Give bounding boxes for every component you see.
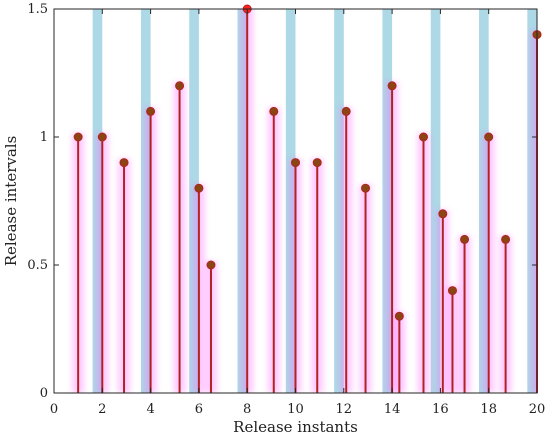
x-tick-label: 0 [50, 402, 58, 417]
y-tick-label: 0 [40, 386, 48, 401]
stem-marker [484, 132, 494, 142]
stem-marker [394, 311, 404, 321]
y-axis-ticks: 0 0.5 1 1.5 [27, 2, 537, 401]
x-tick-label: 4 [146, 402, 154, 417]
stem-glow [531, 30, 537, 393]
x-tick-label: 16 [432, 402, 449, 417]
stem-marker [175, 81, 185, 91]
stem-marker [269, 106, 279, 116]
stem-marker [501, 234, 511, 244]
shaded-band [430, 9, 441, 393]
x-axis-ticks: 0 2 4 6 8 10 12 14 16 18 20 [50, 9, 545, 417]
stem-marker [194, 183, 204, 193]
stem-marker [361, 183, 371, 193]
y-tick-label: 0.5 [27, 258, 48, 273]
y-tick-label: 1.5 [27, 2, 48, 17]
stem-marker [460, 234, 470, 244]
x-tick-label: 6 [195, 402, 203, 417]
stem-marker [97, 132, 107, 142]
x-tick-label: 12 [336, 402, 353, 417]
x-tick-label: 18 [480, 402, 497, 417]
shaded-band [334, 9, 344, 393]
markers-layer [73, 4, 542, 321]
stem-marker [146, 106, 156, 116]
stem-marker [73, 132, 83, 142]
x-tick-label: 2 [98, 402, 106, 417]
x-tick-label: 20 [529, 402, 546, 417]
stem-marker [312, 158, 322, 168]
stem-marker [341, 106, 351, 116]
stem-marker [447, 286, 457, 296]
glow-layer [72, 9, 537, 393]
stem-marker [119, 158, 129, 168]
stem-marker [291, 158, 300, 168]
x-axis-label: Release instants [233, 418, 358, 436]
y-axis-label: Release intervals [2, 136, 20, 267]
x-tick-label: 14 [384, 402, 401, 417]
y-tick-label: 1 [40, 130, 48, 145]
x-tick-label: 8 [243, 402, 251, 417]
stem-marker [387, 81, 397, 91]
stem-marker [206, 260, 216, 270]
x-tick-label: 10 [287, 402, 304, 417]
stem-marker [438, 209, 448, 219]
stem-marker [418, 132, 428, 142]
